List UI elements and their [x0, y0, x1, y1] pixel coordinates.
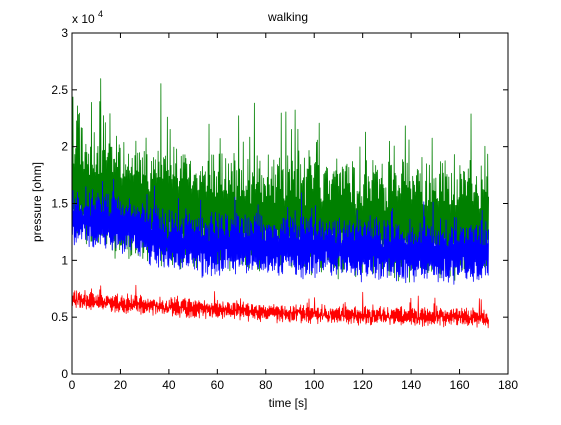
x-tick-label: 160	[450, 378, 470, 392]
y-exponent-base: x 10	[72, 12, 95, 26]
y-axis-label: pressure [ohm]	[30, 162, 44, 242]
y-tick-label: 0	[61, 367, 68, 381]
series-line-3	[71, 284, 490, 329]
series-line-2	[71, 178, 490, 285]
series-layer	[71, 78, 490, 329]
y-tick-label: 1	[61, 253, 68, 267]
x-tick-label: 40	[162, 378, 176, 392]
x-tick-label: 100	[304, 378, 324, 392]
x-axis-label: time [s]	[269, 396, 308, 410]
y-tick-label: 3	[61, 26, 68, 40]
y-tick-label: 1.5	[51, 197, 68, 211]
y-tick-label: 2.5	[51, 83, 68, 97]
chart-title: walking	[267, 10, 308, 24]
x-tick-label: 0	[69, 378, 76, 392]
series-line-1	[71, 78, 490, 283]
ticks-layer: 0 20 40 60 80 100 120 140 160 180 0 0.5 1 1.5 2 2.5 3	[51, 26, 518, 392]
x-tick-label: 180	[498, 378, 518, 392]
y-tick-label: 2	[61, 140, 68, 154]
x-tick-label: 140	[401, 378, 421, 392]
x-tick-label: 80	[259, 378, 273, 392]
x-tick-label: 60	[211, 378, 225, 392]
y-tick-label: 0.5	[51, 310, 68, 324]
x-tick-label: 20	[114, 378, 128, 392]
y-exponent-power: 4	[98, 9, 103, 19]
x-tick-label: 120	[353, 378, 373, 392]
y-exponent-label: x 10 4	[72, 9, 103, 26]
